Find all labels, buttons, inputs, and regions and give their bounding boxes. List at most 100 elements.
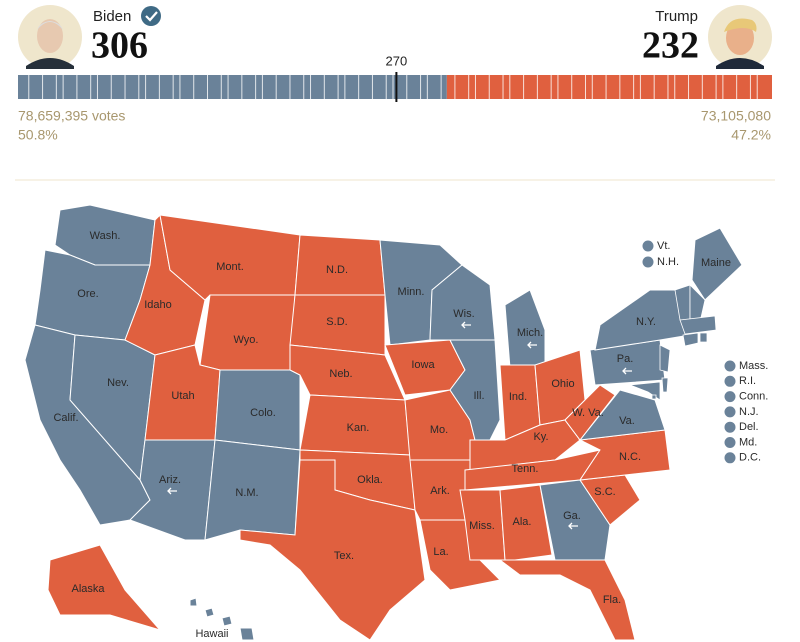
state-label: Pa. bbox=[617, 353, 634, 365]
state-label: Tenn. bbox=[512, 463, 539, 475]
small-state bbox=[659, 344, 671, 373]
small-state-marker bbox=[723, 405, 737, 419]
state-label: Maine bbox=[701, 257, 731, 269]
state bbox=[498, 559, 636, 641]
state-label: N.C. bbox=[619, 451, 641, 463]
state-label: S.D. bbox=[326, 316, 347, 328]
state-label: Mich. bbox=[517, 327, 543, 339]
bar-segment bbox=[18, 75, 447, 99]
small-state-marker bbox=[641, 255, 655, 269]
flip-arrow bbox=[461, 321, 471, 329]
state-label: Colo. bbox=[250, 407, 276, 419]
state-label: Ky. bbox=[533, 431, 548, 443]
state-label: Tex. bbox=[334, 550, 354, 562]
small-state-label: Vt. bbox=[657, 240, 670, 252]
small-state-marker bbox=[723, 420, 737, 434]
state-label: Idaho bbox=[144, 299, 172, 311]
popular-votes: 78,659,395 votes bbox=[18, 108, 125, 124]
threshold-label: 270 bbox=[386, 53, 408, 68]
state-label: N.D. bbox=[326, 264, 348, 276]
state-label: N.Y. bbox=[636, 316, 656, 328]
state-label: Ohio bbox=[551, 378, 574, 390]
state-label: Nev. bbox=[107, 377, 129, 389]
state bbox=[564, 384, 616, 441]
state bbox=[459, 489, 506, 561]
portrait bbox=[18, 5, 82, 69]
state-label: Ariz. bbox=[159, 474, 181, 486]
state bbox=[199, 294, 296, 371]
state-label: Ore. bbox=[77, 288, 98, 300]
small-state-marker bbox=[641, 239, 655, 253]
flip-arrow bbox=[167, 487, 177, 495]
small-state bbox=[699, 332, 708, 343]
state-label: Alaska bbox=[71, 583, 105, 595]
state-label: Utah bbox=[171, 390, 194, 402]
electoral-bar: 270 bbox=[18, 53, 772, 102]
small-state-label: Md. bbox=[739, 436, 757, 448]
small-state-marker bbox=[723, 359, 737, 373]
state bbox=[214, 369, 301, 451]
vote-share: 47.2% bbox=[731, 127, 771, 143]
state bbox=[499, 484, 553, 561]
portrait bbox=[708, 5, 772, 69]
map: Wash. Ore. Calif. Nev. Idaho Mont. Wyo. Utah Col… bbox=[24, 204, 768, 641]
state-label: Kan. bbox=[347, 422, 370, 434]
small-state-label: N.J. bbox=[739, 406, 759, 418]
state bbox=[239, 459, 426, 641]
state bbox=[221, 615, 233, 627]
vote-share: 50.8% bbox=[18, 127, 58, 143]
state-label: Okla. bbox=[357, 474, 383, 486]
state bbox=[691, 227, 743, 301]
state-label: La. bbox=[433, 546, 448, 558]
small-state-marker bbox=[723, 374, 737, 388]
small-state bbox=[682, 332, 699, 347]
small-state bbox=[629, 381, 661, 401]
small-state-label: Del. bbox=[739, 421, 759, 433]
state-label: Wash. bbox=[90, 230, 121, 242]
state bbox=[204, 607, 215, 618]
state-label: Fla. bbox=[603, 594, 621, 606]
state-label: Ga. bbox=[563, 510, 581, 522]
state-label: Minn. bbox=[398, 286, 425, 298]
state bbox=[429, 264, 496, 341]
state bbox=[47, 544, 162, 631]
small-state-label: D.C. bbox=[739, 452, 761, 464]
flip-arrow bbox=[568, 522, 578, 530]
state-label: Va. bbox=[619, 415, 635, 427]
state-label: Ind. bbox=[509, 391, 527, 403]
candidate-name: Trump bbox=[655, 8, 698, 25]
small-state bbox=[651, 394, 657, 400]
bar-segment bbox=[446, 75, 772, 99]
small-state-marker bbox=[723, 451, 737, 465]
check-icon bbox=[145, 11, 158, 22]
state bbox=[189, 597, 198, 607]
state-label: Mo. bbox=[430, 424, 448, 436]
small-state-marker bbox=[723, 436, 737, 449]
state-label: S.C. bbox=[594, 486, 615, 498]
state-label: Iowa bbox=[411, 359, 435, 371]
state bbox=[578, 389, 666, 441]
small-state-label: R.I. bbox=[739, 375, 756, 387]
small-state-label: N.H. bbox=[657, 256, 679, 268]
state-label: N.M. bbox=[235, 487, 258, 499]
state-label: Neb. bbox=[329, 368, 352, 380]
popular-votes: 73,105,080 bbox=[701, 108, 771, 124]
electoral-votes: 232 bbox=[642, 25, 699, 67]
flip-arrow bbox=[527, 341, 537, 349]
electoral-votes: 306 bbox=[91, 25, 148, 67]
small-state-label: Mass. bbox=[739, 360, 768, 372]
state bbox=[539, 479, 611, 561]
state-label: Calif. bbox=[53, 412, 78, 424]
small-state bbox=[679, 315, 717, 335]
check-icon bbox=[141, 6, 161, 26]
small-state-marker bbox=[723, 390, 737, 404]
state-label: Ill. bbox=[474, 390, 485, 402]
candidate-name: Biden bbox=[93, 8, 131, 25]
small-state-label: Conn. bbox=[739, 391, 768, 403]
state-label: Mont. bbox=[216, 261, 244, 273]
state-label: Ark. bbox=[430, 485, 450, 497]
flip-arrow bbox=[622, 367, 632, 375]
state-label: Miss. bbox=[469, 520, 495, 532]
